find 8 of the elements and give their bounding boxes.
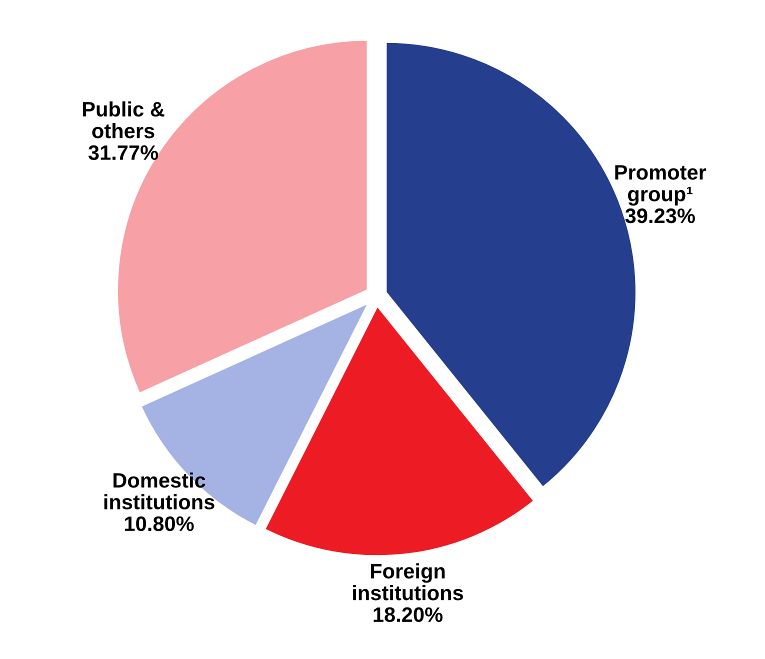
slice-label: Promoter group¹ [615,165,706,206]
slice-label: Domestic institutions [104,472,214,510]
data-label: 10.80% [125,516,194,532]
data-label: 31.77% [88,145,158,160]
data-label: 39.23% [625,208,695,224]
data-label: 18.20% [374,607,443,622]
slice-label: Public & others [82,101,164,138]
slice-label: Foreign institutions [353,563,464,600]
